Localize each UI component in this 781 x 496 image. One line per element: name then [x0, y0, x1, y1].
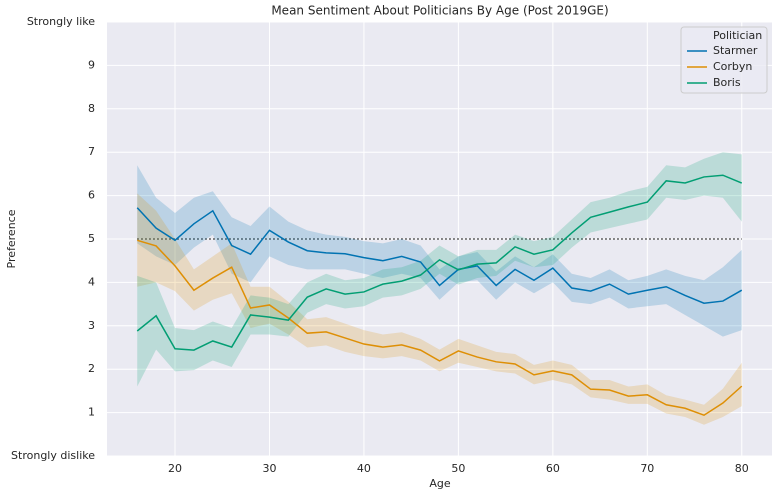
y-tick-label: Strongly like [27, 15, 95, 28]
y-tick-label: 5 [88, 232, 95, 245]
y-tick-label: 9 [88, 58, 95, 71]
legend-box [680, 26, 768, 94]
y-tick-label: 1 [88, 406, 95, 419]
legend-title: Politician [713, 29, 762, 42]
confidence-band [137, 152, 742, 387]
y-tick-label: 7 [88, 145, 95, 158]
x-tick-label: 20 [168, 462, 182, 475]
y-tick-label: Strongly dislike [11, 449, 95, 462]
legend-label: Boris [713, 76, 741, 89]
x-tick-label: 40 [357, 462, 371, 475]
line [137, 239, 743, 417]
legend: Politician Starmer Corbyn Boris [680, 26, 768, 94]
legend-label: Starmer [713, 44, 758, 57]
x-tick-label: 60 [546, 462, 560, 475]
y-axis-label: Preference [5, 209, 18, 268]
y-tick-label: 3 [88, 319, 95, 332]
x-axis-label: Age [429, 477, 451, 490]
y-tick-label: 4 [88, 275, 95, 288]
x-tick-label: 50 [451, 462, 465, 475]
x-tick-label: 70 [640, 462, 654, 475]
x-tick-label: 80 [735, 462, 749, 475]
x-tick-label: 30 [262, 462, 276, 475]
confidence-band [137, 193, 742, 425]
y-tick-label: 2 [88, 362, 95, 375]
chart-title: Mean Sentiment About Politicians By Age … [271, 4, 608, 18]
line [136, 207, 743, 304]
confidence-band [137, 165, 742, 337]
line [136, 174, 743, 351]
legend-label: Corbyn [713, 60, 752, 73]
y-tick-label: 8 [88, 102, 95, 115]
y-tick-label: 6 [88, 189, 95, 202]
